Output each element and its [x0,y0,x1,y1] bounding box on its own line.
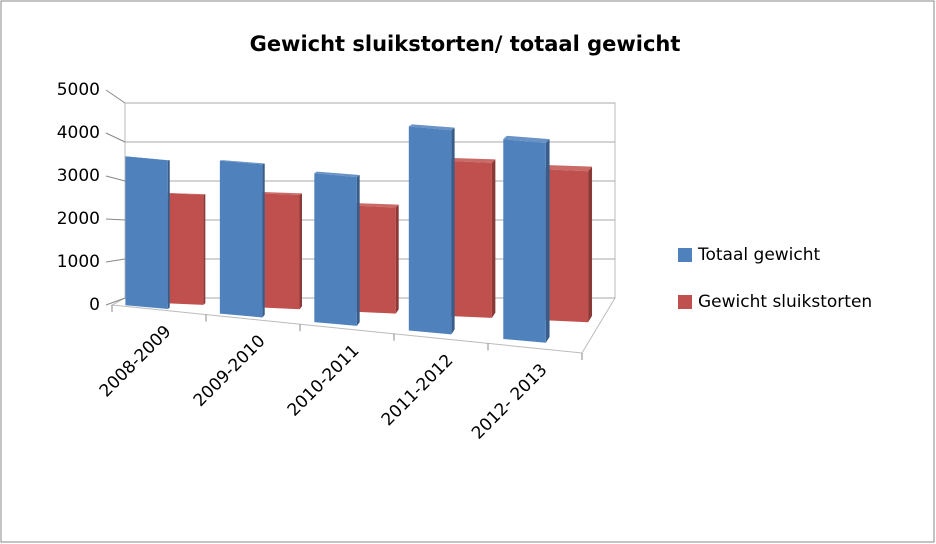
bar-side [262,163,265,318]
bar-side [545,139,550,343]
y-tick-label: 0 [89,295,100,315]
y-tick-label: 3000 [57,166,100,186]
bar-top-light [352,203,399,208]
y-tick-label: 4000 [57,123,100,143]
bar-side [588,166,593,323]
bar [448,157,496,318]
bar-side [451,127,455,335]
tick-mark [105,89,126,104]
bar [352,203,399,314]
bar-front [448,160,492,318]
bar-top [503,135,550,143]
bar-shade [395,204,399,314]
bar-side [491,159,496,318]
bar-side [299,193,302,310]
bar-shade [167,160,170,310]
bar [544,165,593,323]
bar-side [356,174,360,326]
bar-top [352,203,399,208]
bar-shade [299,193,302,310]
bar-front [503,139,546,343]
bar-shade [203,194,206,305]
bar-front [544,169,589,323]
bar-shade [451,127,455,335]
bar [256,191,302,310]
bar-shade [262,163,265,318]
y-tick-label: 2000 [57,209,100,229]
bar-top [314,171,360,178]
bar-top-light [448,157,496,163]
tick-mark [105,175,126,182]
bar-top-light [314,171,360,178]
bar-top-light [160,192,206,195]
bar [125,156,170,310]
bar-top [448,157,496,163]
bar-top [544,165,593,172]
tick-mark [105,218,126,221]
tick-mark [105,258,126,263]
bar-side [167,160,170,310]
bar-front [352,205,396,314]
bar-front [125,156,168,310]
bar-top-light [256,191,302,196]
bar-front [408,126,452,335]
bar-front [314,173,357,326]
bar-top [160,192,206,195]
bar [160,192,206,305]
legend-swatch [678,295,692,309]
bar [503,135,550,343]
tick-mark [105,297,126,306]
bar-front [256,193,300,310]
bar-top-light [408,124,455,131]
bar-shade [588,166,593,323]
bar-top [219,160,265,165]
bar-top-light [219,160,265,165]
bar-top [408,124,455,131]
bar-side [203,194,206,305]
bar-shade [545,139,550,343]
bar-shade [356,174,360,326]
legend-label: Totaal gewicht [697,245,821,265]
bar-shade [491,159,496,318]
bar-front [219,160,263,318]
bar-top [256,191,302,196]
bar [219,160,265,318]
bar [408,124,455,335]
chart-title: Gewicht sluikstorten/ totaal gewicht [250,32,681,56]
bar-top-light [503,135,550,143]
y-tick-label: 5000 [57,80,100,100]
legend-swatch [678,248,692,262]
bar [314,171,360,326]
bar-side [395,204,399,314]
legend-label: Gewicht sluikstorten [698,292,872,312]
bar-top-light [544,165,593,172]
y-tick-label: 1000 [57,252,100,272]
bar-front [160,192,204,305]
tick-mark [105,132,126,143]
